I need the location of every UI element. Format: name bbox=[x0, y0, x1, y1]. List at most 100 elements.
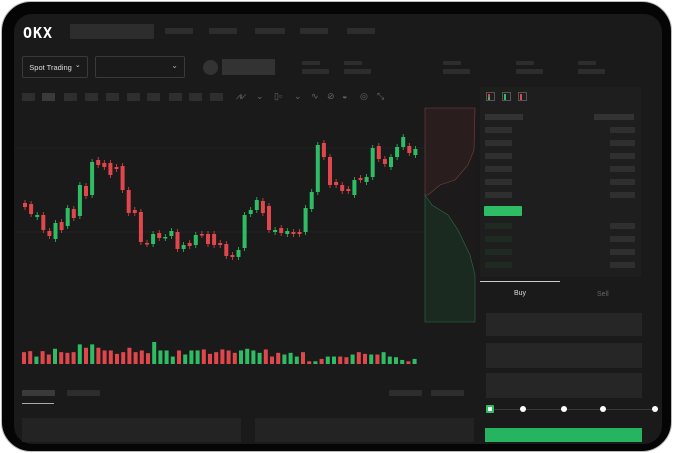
slider-stop[interactable] bbox=[600, 406, 606, 412]
okx-logo: OKX bbox=[23, 24, 54, 42]
candle-body bbox=[315, 145, 320, 192]
candle bbox=[175, 229, 180, 252]
slider-handle[interactable] bbox=[486, 405, 494, 413]
volume-bar bbox=[332, 356, 336, 364]
candle-body bbox=[260, 201, 265, 213]
asks-only-icon[interactable] bbox=[518, 92, 527, 101]
slider-stop[interactable] bbox=[520, 406, 526, 412]
interval-button[interactable] bbox=[85, 93, 98, 101]
tab-order-history[interactable] bbox=[67, 390, 100, 396]
candle bbox=[218, 240, 223, 248]
settings-icon[interactable]: ◎ bbox=[360, 91, 368, 101]
tab-sell[interactable]: Sell bbox=[597, 291, 609, 298]
search-bar[interactable] bbox=[70, 24, 154, 39]
depth-bids bbox=[424, 194, 476, 323]
candle bbox=[224, 241, 229, 259]
interval-icon[interactable]: ⌄ bbox=[256, 91, 264, 101]
market-selector-label: Spot Trading bbox=[29, 62, 72, 72]
candle-body bbox=[401, 137, 406, 147]
candle bbox=[206, 231, 210, 247]
nav-item[interactable] bbox=[209, 28, 237, 34]
buy-button[interactable] bbox=[485, 428, 642, 442]
pair-dropdown[interactable]: ⌄ bbox=[95, 56, 185, 78]
candle-body bbox=[364, 177, 369, 182]
interval-button[interactable] bbox=[127, 93, 140, 101]
chart-type-icon[interactable]: ▯▫ bbox=[274, 91, 283, 101]
interval-button[interactable] bbox=[210, 93, 223, 101]
camera-icon[interactable]: ◒ bbox=[342, 91, 348, 101]
amount-input[interactable] bbox=[486, 343, 642, 368]
candle bbox=[346, 186, 351, 194]
interval-button[interactable] bbox=[22, 93, 35, 101]
candle-body bbox=[346, 189, 351, 191]
candle bbox=[77, 182, 82, 219]
candle bbox=[291, 229, 296, 237]
candle-body bbox=[169, 231, 174, 236]
price-input[interactable] bbox=[486, 313, 642, 336]
candle-body bbox=[71, 209, 76, 218]
candle bbox=[242, 212, 247, 251]
line-tool-icon[interactable]: ∿ bbox=[311, 91, 319, 101]
amount-slider[interactable] bbox=[489, 409, 656, 410]
bids-only-icon[interactable] bbox=[502, 92, 511, 101]
volume-bar bbox=[344, 357, 349, 364]
volume-bar bbox=[158, 350, 163, 364]
nav-item[interactable] bbox=[165, 28, 193, 34]
volume-bar bbox=[177, 350, 181, 364]
interval-button[interactable] bbox=[106, 93, 119, 101]
candle-body bbox=[309, 192, 314, 209]
filter-button[interactable] bbox=[389, 390, 422, 396]
market-selector[interactable]: Spot Trading ⌄ bbox=[22, 56, 88, 78]
interval-button[interactable] bbox=[189, 93, 202, 101]
nav-item[interactable] bbox=[300, 28, 328, 34]
candle bbox=[230, 252, 235, 260]
volume-bar bbox=[77, 344, 82, 364]
volume-bar bbox=[301, 352, 305, 364]
candle bbox=[340, 182, 345, 194]
candle-body bbox=[199, 234, 204, 236]
slider-stop[interactable] bbox=[561, 406, 567, 412]
candle-body bbox=[254, 200, 259, 210]
volume-bar bbox=[127, 347, 132, 364]
candle bbox=[334, 179, 339, 188]
interval-button[interactable] bbox=[64, 93, 77, 101]
indicator-icon[interactable]: ⩘⩗ bbox=[236, 91, 247, 101]
active-tab-underline bbox=[480, 281, 560, 282]
volume-bar bbox=[313, 361, 318, 364]
volume-bar bbox=[133, 352, 138, 364]
candle-body bbox=[248, 210, 253, 214]
candle-body bbox=[126, 190, 131, 213]
fullscreen-icon[interactable]: ⤡ bbox=[377, 91, 385, 101]
candle bbox=[193, 232, 198, 248]
candle-body bbox=[114, 167, 119, 169]
slider-stop[interactable] bbox=[652, 406, 658, 412]
candle bbox=[297, 229, 302, 237]
volume-bar bbox=[152, 342, 157, 364]
candle-body bbox=[321, 143, 326, 157]
candle bbox=[407, 143, 412, 156]
filter-button[interactable] bbox=[431, 390, 464, 396]
volume-bar bbox=[270, 356, 274, 364]
volume-bar bbox=[139, 350, 144, 364]
pair-name bbox=[222, 59, 275, 75]
tab-open-orders[interactable] bbox=[22, 390, 55, 396]
candle bbox=[285, 228, 290, 237]
volume-bar bbox=[406, 361, 411, 364]
candle bbox=[102, 160, 107, 170]
interval-button[interactable] bbox=[147, 93, 160, 101]
interval-button-active[interactable] bbox=[42, 93, 55, 101]
total-input[interactable] bbox=[486, 373, 642, 398]
volume-bar bbox=[189, 350, 194, 364]
interval-button[interactable] bbox=[169, 93, 182, 101]
candle bbox=[84, 183, 88, 199]
chevron-down-icon[interactable]: ⌄ bbox=[294, 91, 302, 101]
nav-item[interactable] bbox=[347, 28, 375, 34]
candle-body bbox=[297, 232, 302, 234]
volume-bar bbox=[325, 356, 330, 364]
tab-buy[interactable]: Buy bbox=[514, 290, 527, 297]
ruler-icon[interactable]: ⊘ bbox=[327, 91, 335, 101]
candle bbox=[151, 231, 156, 247]
nav-item[interactable] bbox=[255, 28, 285, 34]
both-sides-icon[interactable] bbox=[486, 92, 495, 101]
orderbook-header bbox=[485, 114, 523, 120]
